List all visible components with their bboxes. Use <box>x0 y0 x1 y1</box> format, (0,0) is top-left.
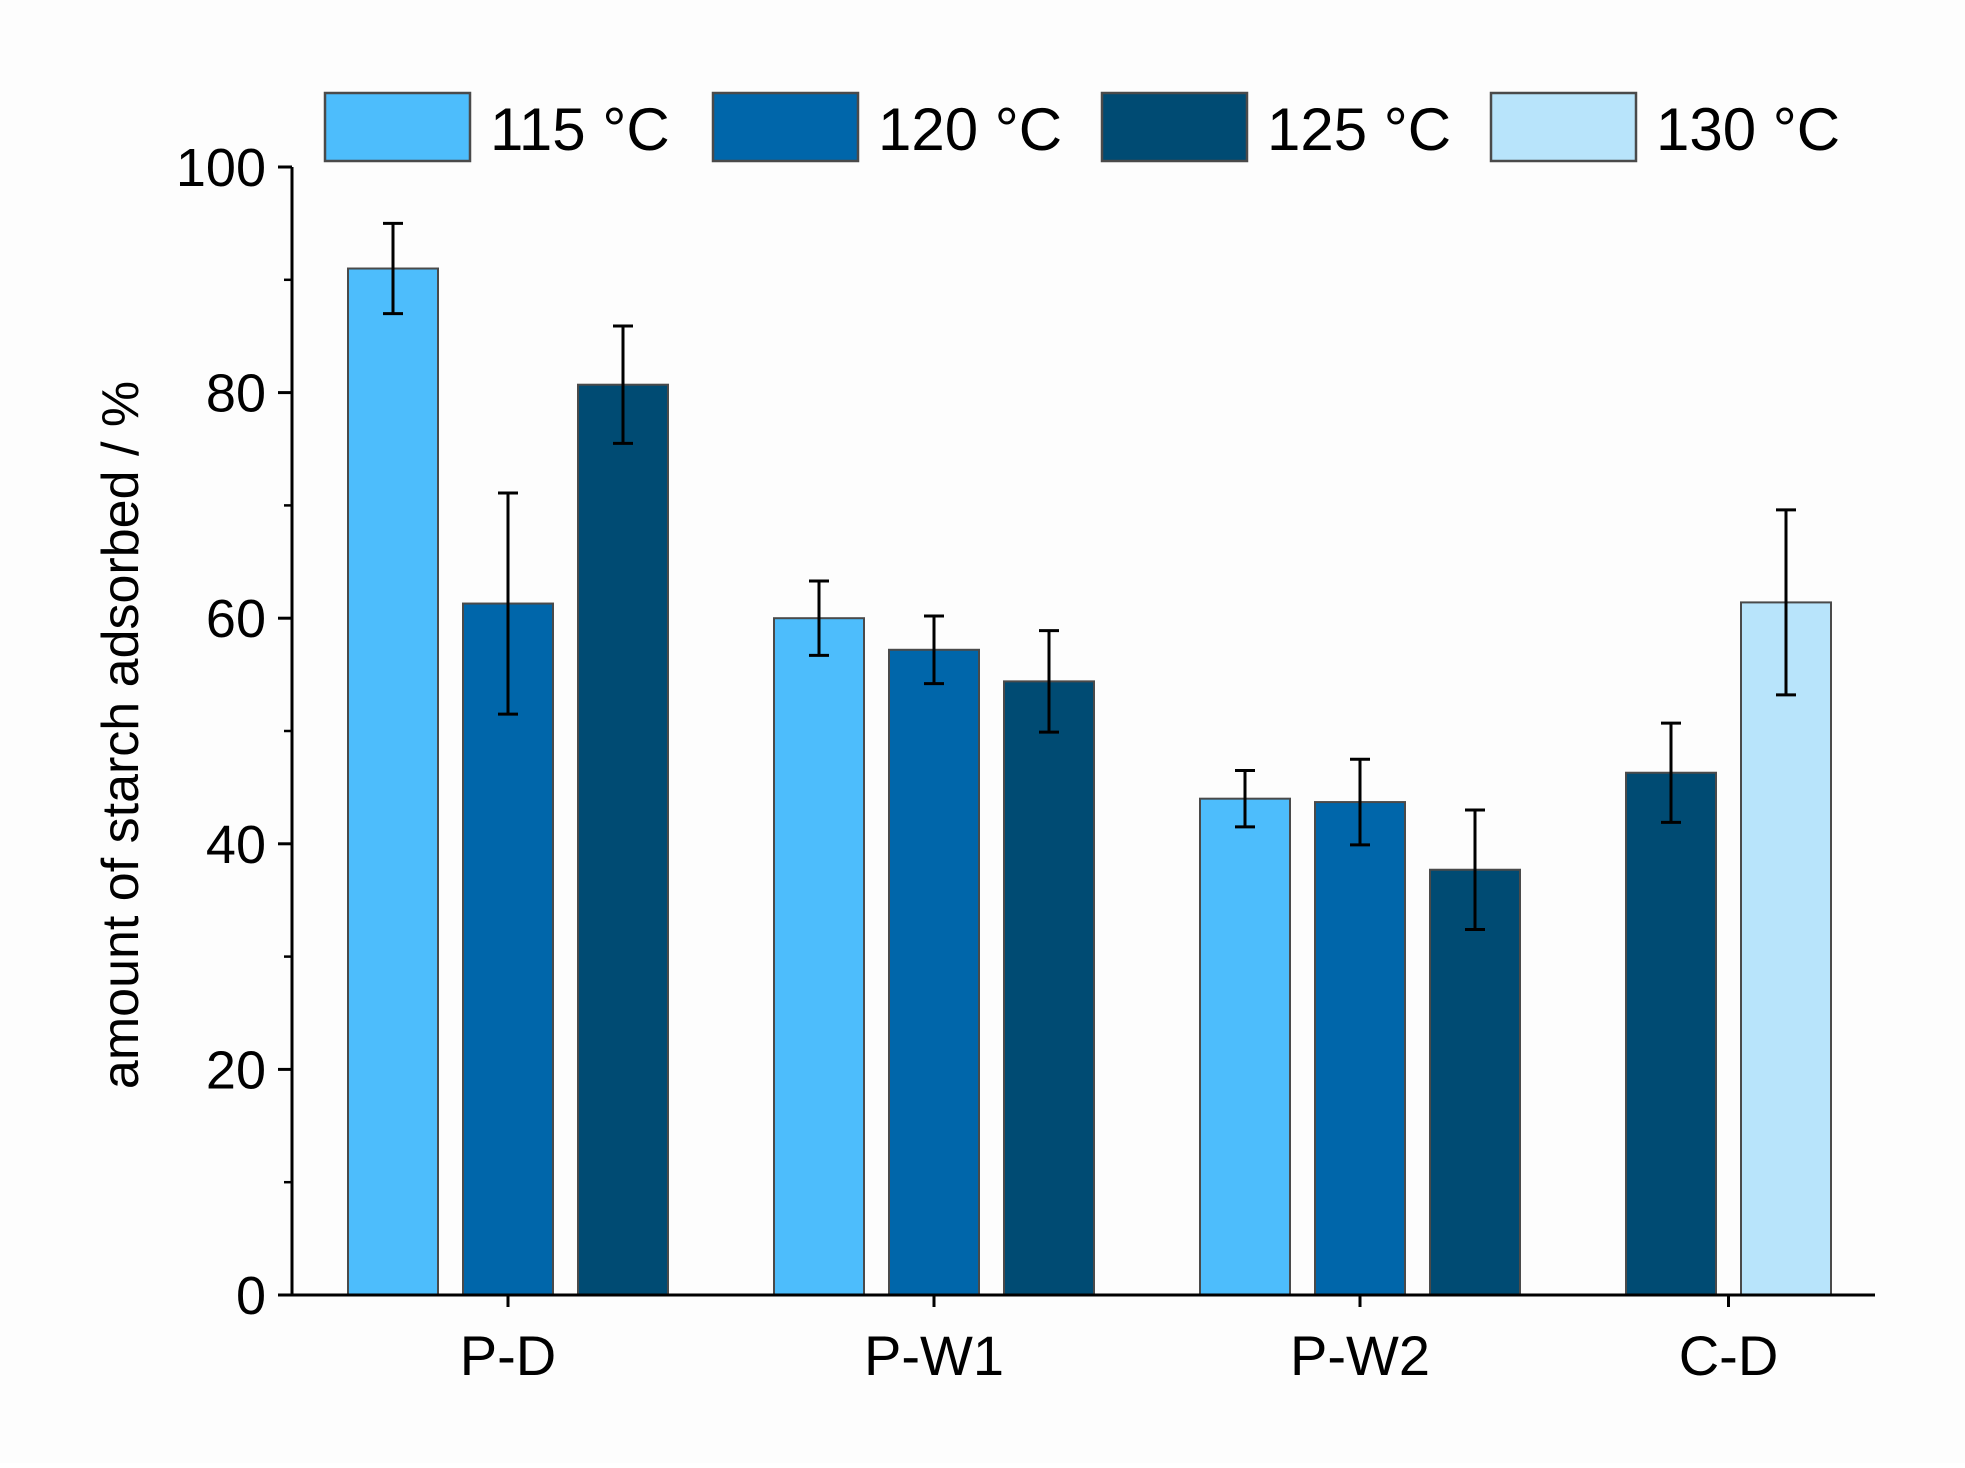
axes-layer: 0 20 40 60 80 100 P-D P-W1 P-W2 C-D <box>176 138 1875 1387</box>
error-bar <box>613 324 633 445</box>
y-tick-label: 100 <box>176 138 266 198</box>
bar-p-w2-115 <box>1199 797 1291 1296</box>
bar-p-d-120 <box>462 602 554 1296</box>
y-axis-title: amount of starch adsorbed / % <box>92 381 150 1089</box>
legend-swatch <box>1100 91 1249 163</box>
bar-p-w2-120 <box>1314 801 1406 1297</box>
legend-label: 130 °C <box>1656 96 1840 163</box>
error-bar <box>383 221 403 316</box>
legend-item: 125 °C <box>1100 91 1451 163</box>
legend-item: 130 °C <box>1489 91 1840 163</box>
bar-p-w1-120 <box>888 648 980 1296</box>
bar-c-d-125 <box>1625 771 1717 1296</box>
bar-p-w1-125 <box>1003 680 1095 1296</box>
bar-p-d-125 <box>577 383 669 1297</box>
legend-label: 115 °C <box>490 96 670 163</box>
legend-item: 115 °C <box>323 91 670 163</box>
error-bar <box>1039 629 1059 734</box>
error-bar <box>1661 721 1681 824</box>
error-bar <box>1350 757 1370 847</box>
y-tick-label: 60 <box>206 589 266 649</box>
error-bar <box>1465 808 1485 932</box>
error-bar <box>809 579 829 657</box>
legend-swatch <box>711 91 860 163</box>
x-category-label: P-W2 <box>1290 1324 1430 1387</box>
x-category-label: P-W1 <box>864 1324 1004 1387</box>
bar-p-d-115 <box>347 267 439 1296</box>
legend-item: 120 °C <box>711 91 1062 163</box>
bar-c-d-130 <box>1740 601 1832 1296</box>
x-category-label: C-D <box>1679 1324 1779 1387</box>
bar-p-w1-115 <box>773 617 865 1296</box>
y-tick-label: 0 <box>236 1266 266 1326</box>
error-bar <box>1235 768 1255 829</box>
error-bar <box>924 614 944 686</box>
x-category-label: P-D <box>460 1324 556 1387</box>
error-bar <box>1776 508 1796 697</box>
legend-swatch <box>323 91 472 163</box>
y-tick-label: 20 <box>206 1040 266 1100</box>
y-tick-label: 80 <box>206 364 266 424</box>
error-bars-layer <box>383 221 1796 932</box>
legend-label: 125 °C <box>1267 96 1451 163</box>
legend-swatch <box>1489 91 1638 163</box>
legend-label: 120 °C <box>878 96 1062 163</box>
error-bar <box>498 491 518 716</box>
legend: 115 °C 120 °C 125 °C 130 °C <box>323 91 1840 163</box>
y-tick-label: 40 <box>206 815 266 875</box>
bar-p-w2-125 <box>1429 868 1521 1297</box>
bars-layer <box>347 267 1832 1297</box>
